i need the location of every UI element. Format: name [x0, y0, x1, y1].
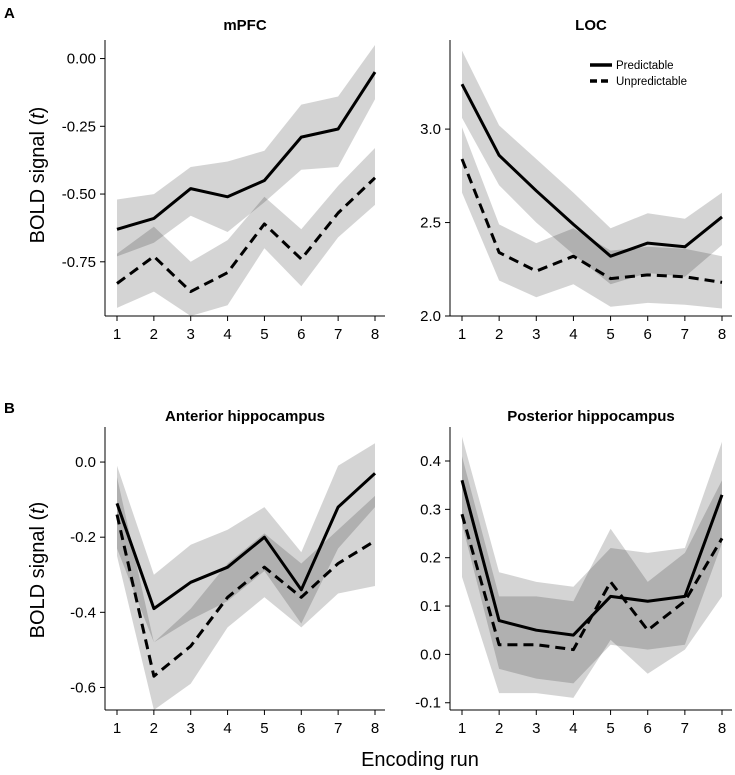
- ribbon-unpredictable: [117, 148, 375, 316]
- y-axis-label-top: BOLD signal (t): [27, 107, 49, 244]
- x-tick-label: 2: [495, 720, 503, 737]
- x-tick-label: 5: [260, 326, 268, 343]
- x-tick-label: 3: [532, 326, 540, 343]
- ribbon-predictable: [462, 50, 722, 285]
- line-predictable: [460, 83, 723, 258]
- chart-mpfc: mPFC 0.00 -0.25 -0.50 -0.75 1 2 3 4 5 6 7 8: [62, 17, 385, 343]
- y-tick-label: 0.3: [420, 501, 441, 518]
- x-tick-label: 6: [297, 720, 305, 737]
- chart-title: Anterior hippocampus: [165, 408, 325, 425]
- legend: Predictable Unpredictable: [590, 60, 687, 88]
- x-tick-label: 6: [644, 720, 652, 737]
- y-tick-label: 0.2: [420, 550, 441, 567]
- x-tick-label: 5: [260, 720, 268, 737]
- y-tick-label: -0.75: [62, 254, 96, 271]
- x-tick-label: 8: [371, 720, 379, 737]
- y-tick-label: 3.0: [420, 121, 441, 138]
- panel-label-b: B: [4, 400, 15, 417]
- x-tick-label: 5: [606, 326, 614, 343]
- y-axis-label-bottom: BOLD signal (t): [27, 502, 49, 639]
- x-tick-label: 8: [718, 720, 726, 737]
- chart-posterior-hippocampus: Posterior hippocampus 0.4 0.3 0.2 0.1 0.0 -0.1…: [415, 408, 732, 737]
- y-tick-label: 0.0: [75, 454, 96, 471]
- legend-label-unpredictable: Unpredictable: [616, 76, 687, 88]
- x-tick-label: 7: [334, 326, 342, 343]
- chart-title: Posterior hippocampus: [507, 408, 675, 425]
- x-tick-label: 3: [187, 720, 195, 737]
- x-tick-label: 8: [371, 326, 379, 343]
- x-tick-label: 6: [297, 326, 305, 343]
- x-tick-label: 1: [113, 326, 121, 343]
- x-tick-label: 7: [681, 720, 689, 737]
- y-tick-label: -0.2: [70, 529, 96, 546]
- x-tick-label: 1: [458, 720, 466, 737]
- x-tick-label: 3: [187, 326, 195, 343]
- x-tick-label: 2: [150, 326, 158, 343]
- x-tick-label: 8: [718, 326, 726, 343]
- y-tick-label: -0.50: [62, 186, 96, 203]
- x-tick-label: 5: [606, 720, 614, 737]
- chart-title: LOC: [575, 17, 607, 34]
- ribbon-unpredictable: [462, 456, 722, 698]
- ribbon-unpredictable: [462, 127, 722, 309]
- x-tick-label: 7: [681, 326, 689, 343]
- x-tick-label: 4: [223, 326, 231, 343]
- y-tick-label: -0.1: [415, 695, 441, 712]
- y-tick-label: 0.1: [420, 598, 441, 615]
- y-tick-label: 2.5: [420, 215, 441, 232]
- chart-title: mPFC: [223, 17, 267, 34]
- y-tick-label: 0.4: [420, 453, 441, 470]
- ribbon-predictable: [117, 45, 375, 257]
- chart-anterior-hippocampus: Anterior hippocampus 0.0 -0.2 -0.4 -0.6 1 2 3 4 5…: [70, 408, 385, 737]
- y-tick-label: 2.0: [420, 308, 441, 325]
- x-tick-label: 1: [113, 720, 121, 737]
- line-predictable: [115, 472, 377, 611]
- x-tick-label: 4: [569, 326, 577, 343]
- x-tick-label: 2: [495, 326, 503, 343]
- line-unpredictable: [460, 158, 723, 284]
- ribbon-unpredictable: [117, 477, 375, 710]
- x-tick-label: 4: [569, 720, 577, 737]
- chart-loc: LOC 3.0 2.5 2.0 1 2 3 4 5 6 7 8: [420, 17, 732, 343]
- x-tick-label: 6: [644, 326, 652, 343]
- line-predictable: [116, 71, 377, 231]
- ribbon-predictable: [117, 443, 375, 643]
- y-tick-label: -0.25: [62, 118, 96, 135]
- y-tick-label: -0.4: [70, 604, 96, 621]
- x-tick-label: 4: [223, 720, 231, 737]
- panel-label-a: A: [4, 5, 15, 22]
- y-tick-label: 0.00: [67, 51, 96, 68]
- y-tick-label: 0.0: [420, 646, 441, 663]
- y-tick-label: -0.6: [70, 679, 96, 696]
- legend-label-predictable: Predictable: [616, 60, 674, 72]
- x-tick-label: 2: [150, 720, 158, 737]
- x-tick-label: 7: [334, 720, 342, 737]
- x-tick-label: 3: [532, 720, 540, 737]
- x-tick-label: 1: [458, 326, 466, 343]
- x-axis-label: Encoding run: [361, 749, 479, 771]
- line-unpredictable: [460, 513, 724, 652]
- line-unpredictable: [116, 176, 377, 294]
